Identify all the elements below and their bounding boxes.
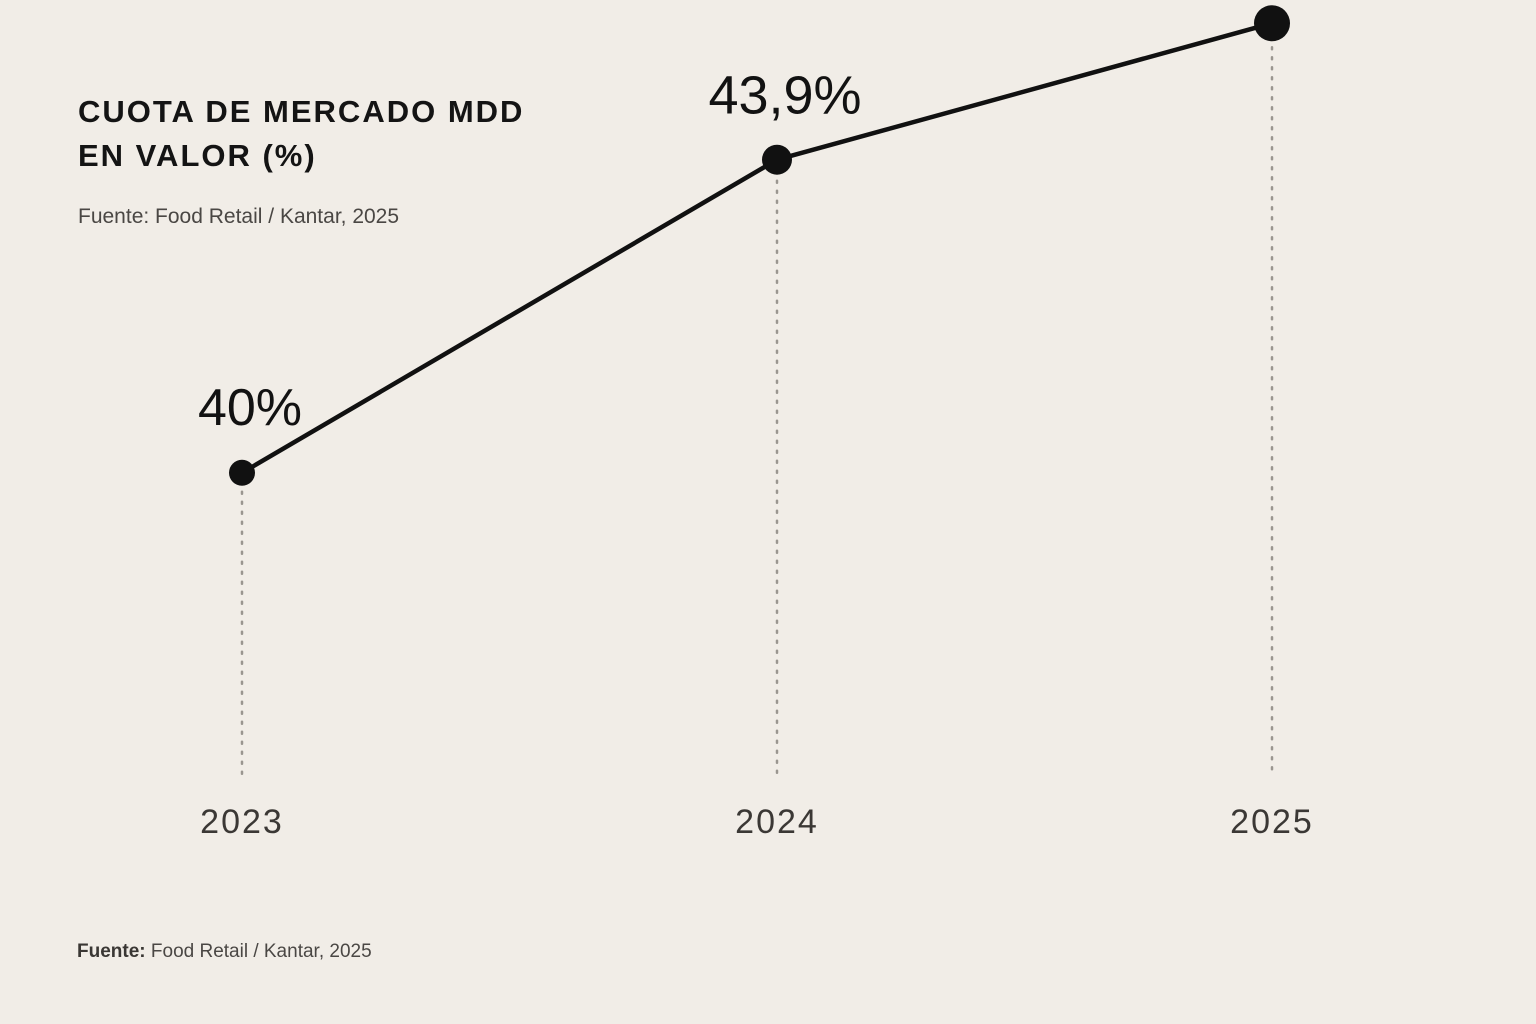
markers	[229, 5, 1290, 486]
x-tick-label-2024: 2024	[735, 803, 819, 841]
data-label-2023: 40%	[198, 379, 302, 437]
data-point-2024	[762, 144, 792, 175]
x-tick-labels: 2023 2024 2025	[200, 803, 1314, 841]
guide-lines	[240, 45, 1274, 777]
footer-source-label: Fuente:	[77, 941, 146, 962]
footer-source-text: Food Retail / Kantar, 2025	[150, 941, 372, 962]
x-tick-label-2023: 2023	[200, 803, 284, 841]
footer-source: Fuente: Food Retail / Kantar, 2025	[77, 941, 372, 963]
chart-subtitle: Fuente: Food Retail / Kantar, 2025	[78, 205, 400, 228]
data-label-2024: 43,9%	[708, 66, 861, 126]
chart-title-line-2: EN VALOR (%)	[78, 138, 317, 173]
chart-title: CUOTA DE MERCADO MDD EN VALOR (%)	[78, 90, 524, 178]
value-labels: 40%43,9%45,6%	[198, 66, 862, 437]
data-point-2025	[1254, 5, 1290, 42]
data-point-2023	[229, 459, 255, 486]
chart-title-line-1: CUOTA DE MERCADO MDD	[78, 94, 525, 129]
x-tick-label-2025: 2025	[1230, 803, 1314, 841]
